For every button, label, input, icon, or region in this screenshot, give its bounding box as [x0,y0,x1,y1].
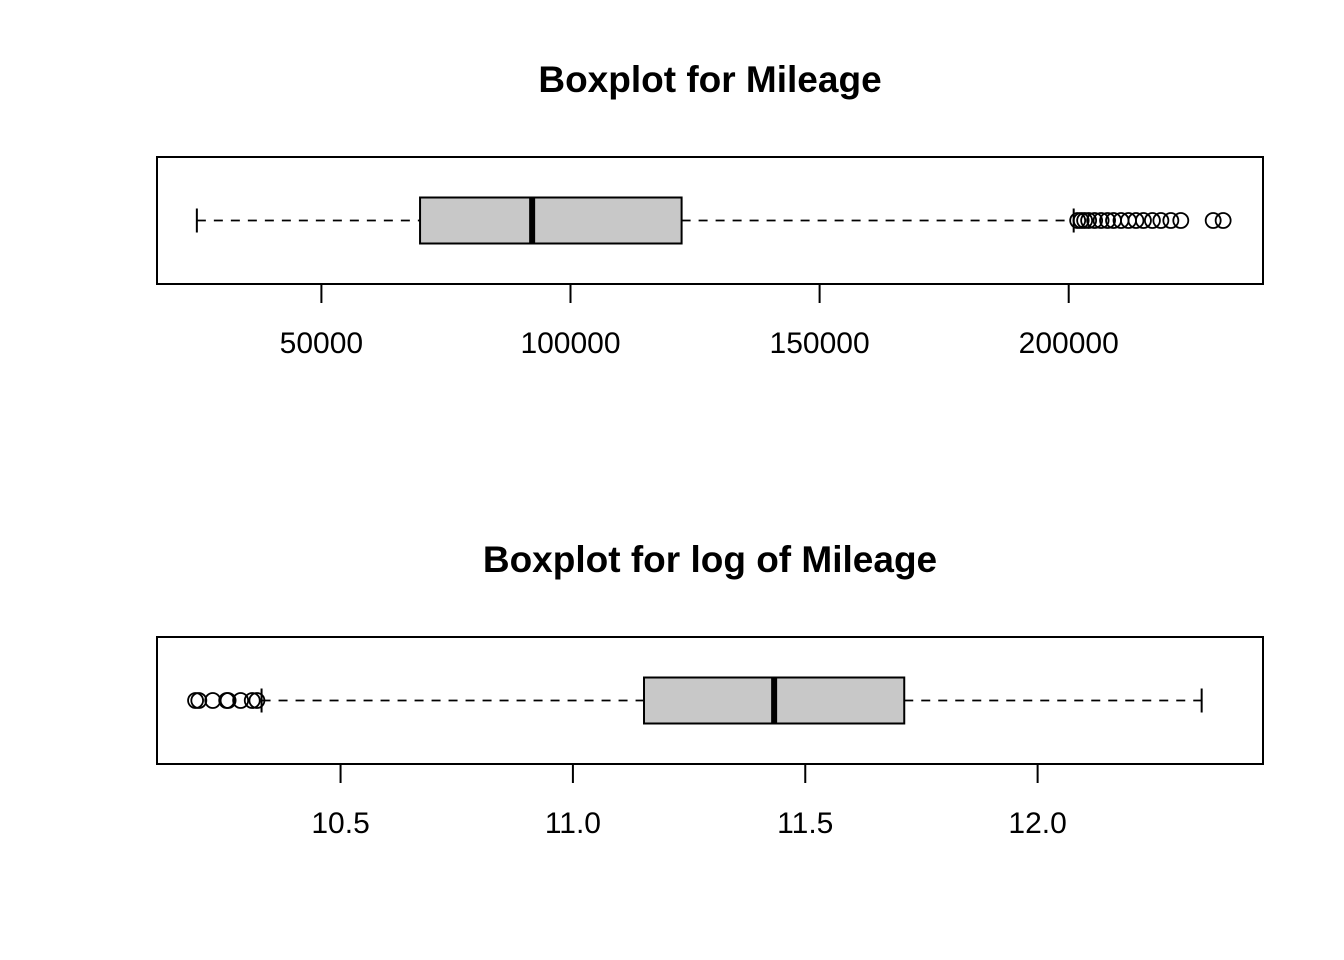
outlier-point [1214,212,1232,229]
outlier-point [1162,212,1180,229]
x-tick-label: 150000 [770,327,870,360]
x-tick-label: 11.5 [777,807,833,840]
outlier-point [190,692,208,709]
x-tick-label: 12.0 [1008,807,1066,840]
outlier-point [1204,212,1222,229]
outlier-point [248,692,266,709]
outlier-points [1069,212,1232,229]
outlier-point [1135,212,1152,229]
box-and-whiskers [195,196,1075,245]
boxplot-panel-log-mileage: Boxplot for log of Mileage 10.5 11.0 11.5 1… [156,539,1264,840]
plot-frame [156,156,1264,285]
plot-frame [156,636,1264,765]
box-and-whiskers [260,676,1203,725]
outlier-point [1152,212,1170,229]
outlier-point [204,692,222,709]
x-axis: 50000 100000 150000 200000 [280,284,1119,360]
outlier-point [1086,212,1104,229]
outlier-points [187,692,266,709]
outlier-point [232,692,250,709]
x-axis: 10.5 11.0 11.5 12.0 [311,764,1067,840]
chart-title: Boxplot for log of Mileage [483,539,937,580]
outlier-point [219,692,237,709]
outlier-point [1092,212,1110,229]
chart-title: Boxplot for Mileage [538,59,881,100]
x-tick-label: 11.0 [545,807,601,840]
x-tick-label: 100000 [520,327,620,360]
outlier-point [243,692,261,709]
boxplot-panel-mileage: Boxplot for Mileage 50000 100000 150000 200… [156,59,1264,360]
outlier-point [1099,212,1116,229]
outlier-point [1080,212,1098,229]
outlier-point [1076,212,1094,229]
outlier-point [1144,212,1161,229]
outlier-point [1127,212,1145,229]
x-tick-label: 50000 [280,327,363,360]
outlier-point [187,692,204,709]
outlier-point [1172,212,1190,229]
x-tick-label: 200000 [1019,327,1119,360]
iqr-box [419,196,683,245]
x-tick-label: 10.5 [311,807,369,840]
